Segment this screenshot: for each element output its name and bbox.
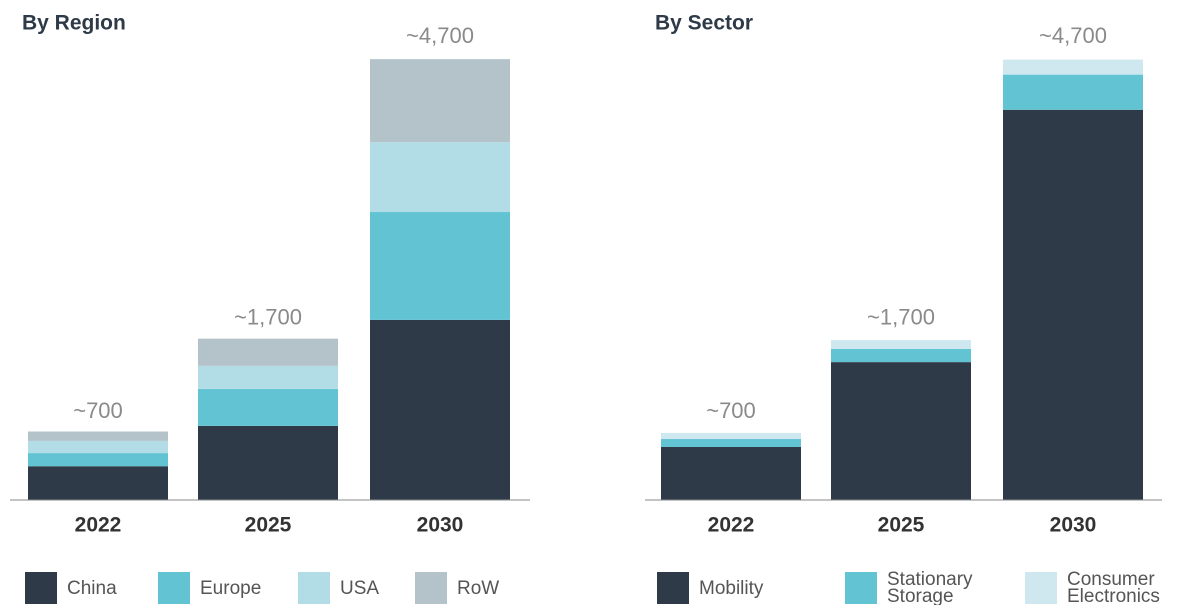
total-label: ~4,700	[406, 23, 474, 48]
total-label: ~1,700	[867, 304, 935, 329]
bar-segment	[28, 431, 168, 441]
bar-segment	[831, 362, 971, 500]
bar-segment	[370, 319, 510, 500]
legend-item: Europe	[158, 571, 310, 605]
bar-segment	[28, 453, 168, 467]
legend-swatch	[845, 572, 877, 604]
x-tick-label: 2022	[75, 514, 122, 537]
legend-label: Europe	[200, 577, 262, 599]
bar-segment	[198, 338, 338, 366]
chart-title: By Region	[22, 12, 126, 35]
legend-swatch	[298, 572, 330, 604]
bar-segment	[28, 440, 168, 454]
total-label: ~700	[73, 398, 123, 423]
legend-swatch	[1025, 572, 1057, 604]
legend-item: USA	[298, 571, 450, 605]
legend-item: Mobility	[657, 571, 809, 605]
legend-label: China	[67, 577, 117, 599]
bar-segment	[370, 142, 510, 213]
legend-label: Mobility	[699, 577, 764, 599]
x-tick-label: 2022	[708, 514, 755, 537]
legend-label: Stationary Storage	[887, 569, 973, 605]
bar-segment	[370, 59, 510, 143]
x-tick-label: 2025	[245, 514, 292, 537]
legend-swatch	[657, 572, 689, 604]
bar-segment	[831, 348, 971, 363]
bar-segment	[28, 466, 168, 500]
bar-segment	[661, 447, 801, 500]
bar-segment	[198, 388, 338, 426]
bar-segment	[1003, 59, 1143, 75]
legend-label: RoW	[457, 577, 500, 599]
bar-segment	[1003, 109, 1143, 501]
legend-item: RoW	[415, 571, 567, 605]
total-label: ~4,700	[1039, 23, 1107, 48]
bar-segment	[661, 432, 801, 440]
bar-segment	[1003, 74, 1143, 110]
total-label: ~700	[706, 398, 756, 423]
bar-segment	[831, 340, 971, 349]
chart-title: By Sector	[655, 12, 753, 35]
x-tick-label: 2030	[417, 514, 464, 537]
bar-segment	[370, 212, 510, 320]
legend-label: Consumer Electronics	[1067, 569, 1160, 605]
bar-segment	[198, 425, 338, 500]
legend-item: China	[25, 571, 177, 605]
x-tick-label: 2030	[1050, 514, 1097, 537]
legend-swatch	[25, 572, 57, 604]
bar-segment	[198, 365, 338, 389]
legend-item: Consumer Electronics	[1025, 569, 1177, 605]
legend-swatch	[158, 572, 190, 604]
total-label: ~1,700	[234, 304, 302, 329]
legend-label: USA	[340, 577, 380, 599]
bar-segment	[661, 439, 801, 448]
legend-item: Stationary Storage	[845, 569, 997, 605]
x-tick-label: 2025	[878, 514, 925, 537]
legend-swatch	[415, 572, 447, 604]
